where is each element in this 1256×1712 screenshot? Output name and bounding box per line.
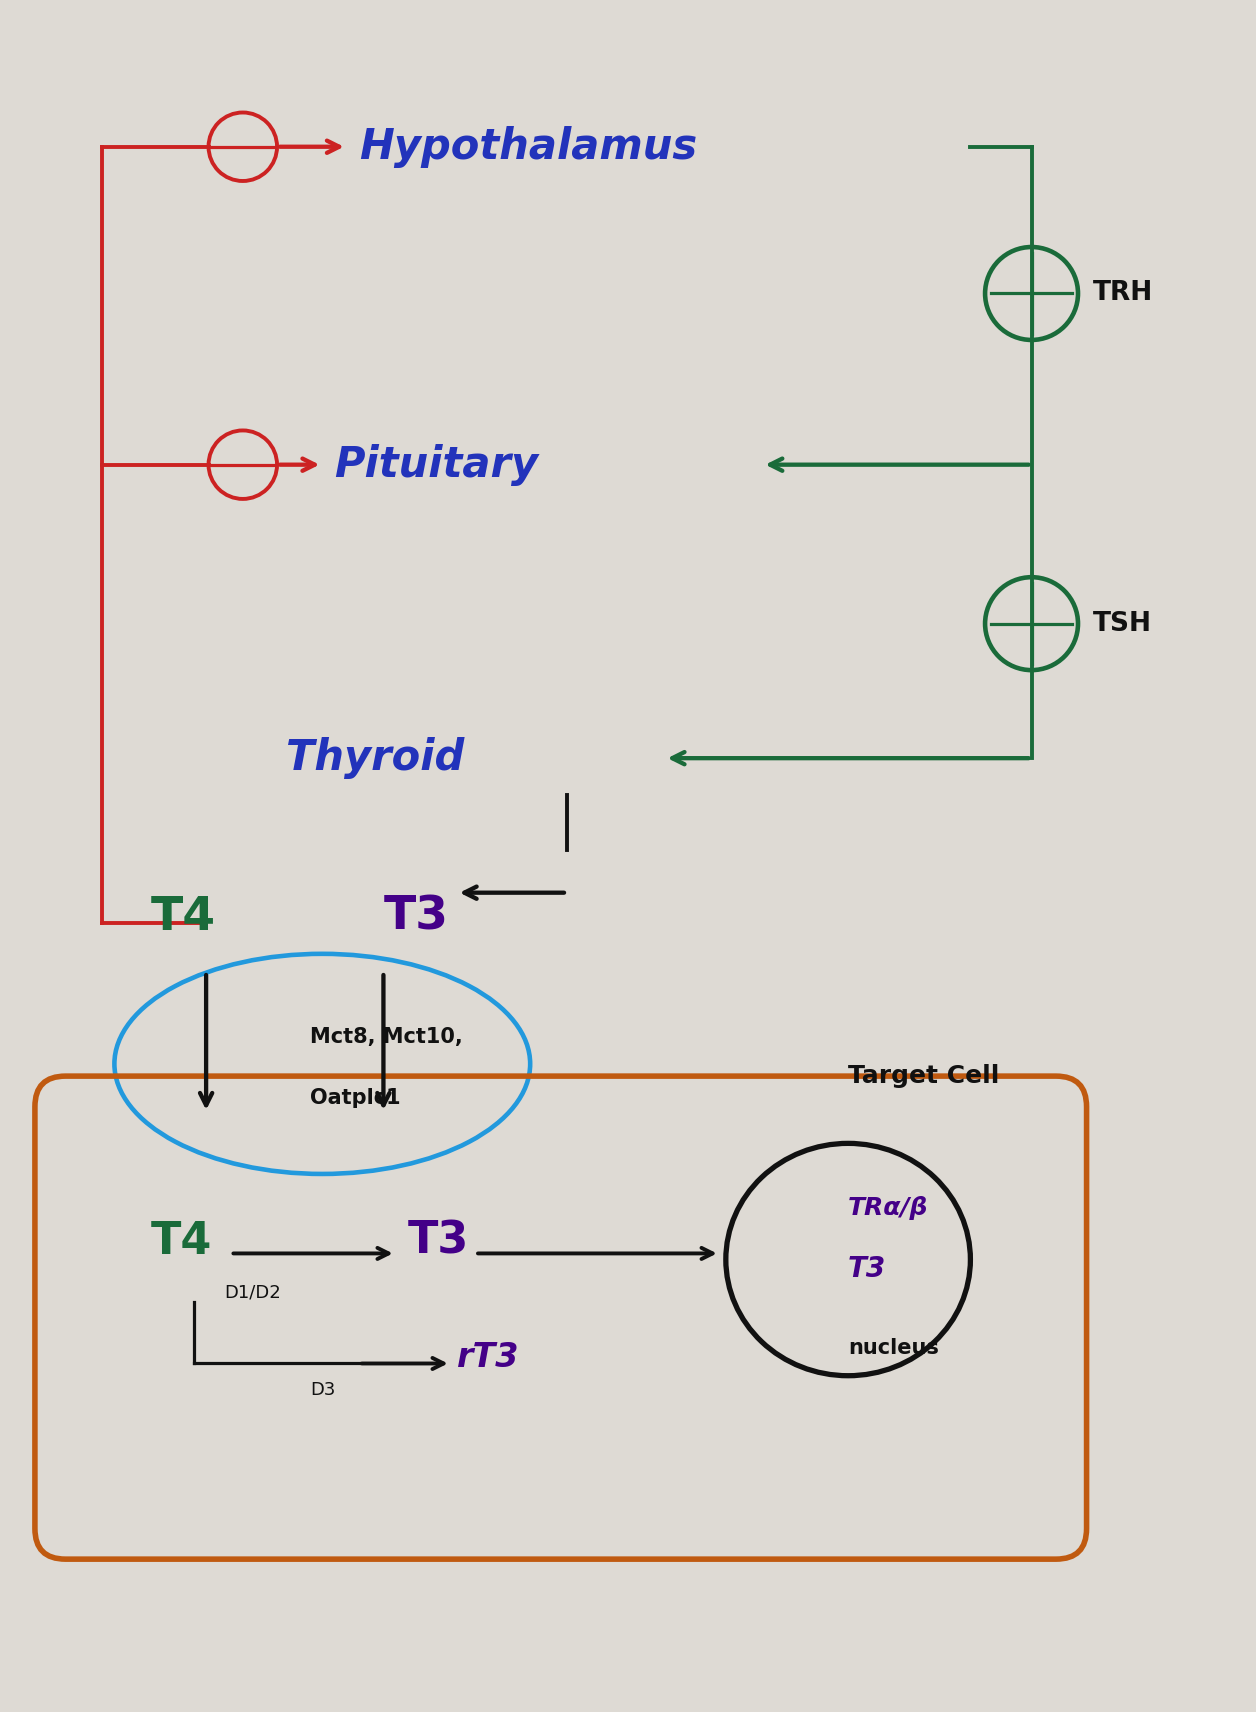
Text: nucleus: nucleus [848, 1337, 939, 1358]
Text: Oatplc1: Oatplc1 [310, 1089, 401, 1108]
Text: TRH: TRH [1093, 281, 1153, 306]
Text: Hypothalamus: Hypothalamus [359, 125, 697, 168]
Text: T4: T4 [151, 895, 216, 940]
Text: TRα/β: TRα/β [848, 1197, 928, 1221]
Text: Mct8, Mct10,: Mct8, Mct10, [310, 1027, 462, 1048]
Text: Target Cell: Target Cell [848, 1065, 1000, 1089]
Text: TSH: TSH [1093, 611, 1152, 637]
Text: T3: T3 [848, 1255, 887, 1284]
Text: T3: T3 [408, 1219, 470, 1263]
Text: T3: T3 [383, 895, 448, 940]
Text: T4: T4 [151, 1219, 212, 1263]
Text: D3: D3 [310, 1382, 335, 1399]
Text: Pituitary: Pituitary [334, 443, 539, 486]
Text: rT3: rT3 [457, 1340, 519, 1373]
Text: D1/D2: D1/D2 [225, 1284, 281, 1301]
Text: Thyroid: Thyroid [285, 738, 463, 779]
